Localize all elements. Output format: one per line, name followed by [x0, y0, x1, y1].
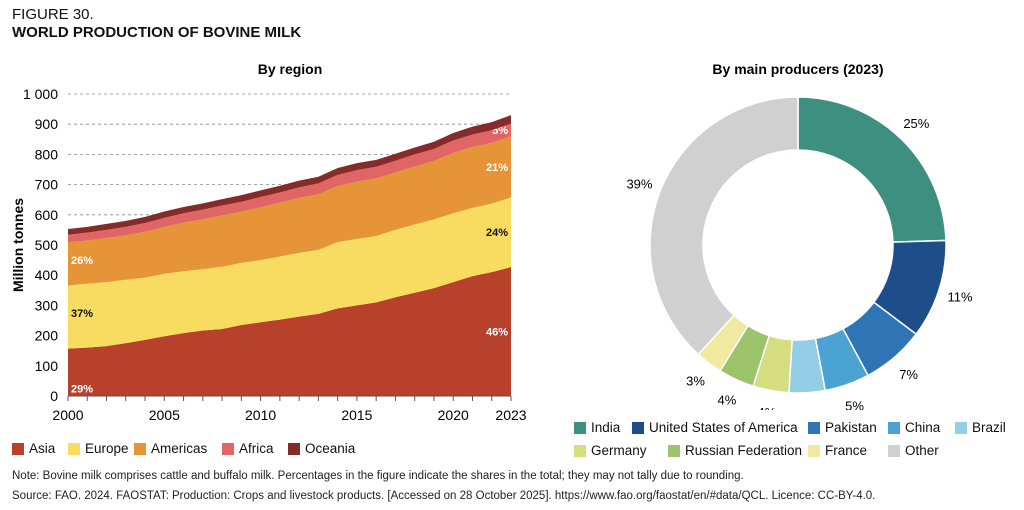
y-tick-label: 1 000 — [23, 86, 58, 102]
legend-item-russian-federation: Russian Federation — [668, 443, 802, 458]
slice-label: 3% — [686, 374, 705, 389]
legend-item-europe: Europe — [68, 441, 129, 456]
legend-item-china: China — [888, 420, 940, 435]
legend-label: Africa — [239, 441, 274, 456]
legend-swatch — [222, 442, 234, 455]
x-tick-label: 2005 — [149, 407, 180, 423]
slice-label: 5% — [845, 398, 864, 410]
slice-label: 4% — [757, 405, 776, 410]
y-tick-label: 900 — [35, 116, 59, 132]
slice-label: 7% — [899, 367, 918, 382]
y-axis-label: Million tonnes — [10, 198, 26, 292]
slice-label: 39% — [626, 177, 652, 192]
slice-other — [649, 96, 799, 356]
legend-label: Asia — [29, 441, 56, 456]
legend-item-oceania: Oceania — [288, 441, 355, 456]
legend-label: Pakistan — [825, 420, 877, 435]
legend-item-france: France — [808, 443, 867, 458]
slice-label: 4% — [718, 392, 737, 407]
y-tick-label: 600 — [35, 207, 59, 223]
figure-number: FIGURE 30. — [12, 6, 94, 23]
legend-label: Europe — [85, 441, 129, 456]
note: Note: Bovine milk comprises cattle and b… — [12, 470, 744, 482]
legend-label: India — [591, 420, 621, 435]
legend-swatch — [888, 444, 900, 457]
x-tick-label: 2020 — [438, 407, 469, 423]
area-title: By region — [258, 61, 323, 77]
area-chart: By region 0 100 200 300 400 500 600 700 800 900 1 0… — [10, 61, 527, 423]
y-tick-label: 200 — [35, 328, 59, 344]
legend-label: United States of America — [649, 420, 798, 435]
y-tick-label: 800 — [35, 146, 59, 162]
slice-label: 4% — [799, 408, 818, 410]
legend-label: Russian Federation — [685, 443, 803, 458]
legend-swatch — [574, 421, 586, 434]
legend-swatch — [12, 442, 24, 455]
slice-label: 25% — [903, 116, 929, 131]
legend-label: Other — [905, 443, 939, 458]
legend-swatch — [632, 421, 644, 434]
share-label: 29% — [71, 383, 93, 395]
legend-swatch — [574, 444, 586, 457]
legend-label: Oceania — [305, 441, 356, 456]
x-tick-label: 2023 — [495, 407, 526, 423]
y-tick-label: 300 — [35, 297, 59, 313]
y-tick-label: 400 — [35, 267, 59, 283]
donut-title: By main producers (2023) — [712, 61, 883, 77]
share-label: 26% — [71, 255, 93, 267]
slice-label: 11% — [947, 290, 972, 305]
legend-item-brazil: Brazil — [955, 420, 1006, 435]
legend-swatch — [888, 421, 900, 434]
figure-title: WORLD PRODUCTION OF BOVINE MILK — [12, 24, 302, 41]
legend-item-americas: Americas — [134, 441, 207, 456]
legend-swatch — [955, 421, 967, 434]
y-tick-label: 500 — [35, 237, 59, 253]
y-tick-label: 100 — [35, 358, 59, 374]
legend-item-pakistan: Pakistan — [808, 420, 877, 435]
area-africa — [68, 123, 511, 243]
x-tick-label: 2000 — [52, 407, 83, 423]
donut-chart: By main producers (2023) 25% 11% 7% 5% 4% 4% 4%… — [626, 61, 972, 410]
y-tick-label: 0 — [50, 388, 58, 404]
y-tick-label: 700 — [35, 177, 59, 193]
legend-label: Brazil — [972, 420, 1006, 435]
legend-label: Americas — [151, 441, 208, 456]
legend-swatch — [288, 442, 300, 455]
share-label: 37% — [71, 308, 93, 320]
legend-label: France — [825, 443, 868, 458]
share-label: 24% — [486, 227, 508, 239]
share-label: 21% — [486, 162, 508, 174]
x-tick-label: 2010 — [245, 407, 276, 423]
area-europe — [68, 197, 511, 349]
legend-swatch — [68, 442, 80, 455]
x-tick-label: 2015 — [341, 407, 372, 423]
legend-swatch — [668, 444, 680, 457]
legend-swatch — [808, 421, 820, 434]
legend-item-united-states-of-america: United States of America — [632, 420, 798, 435]
source: Source: FAO. 2024. FAOSTAT: Production: … — [12, 490, 876, 502]
area-asia — [68, 267, 511, 396]
legend-swatch — [808, 444, 820, 457]
legend-item-africa: Africa — [222, 441, 274, 456]
legend-item-other: Other — [888, 443, 939, 458]
legend-label: Germany — [591, 443, 647, 458]
legend-item-asia: Asia — [12, 441, 55, 456]
legend-swatch — [134, 442, 146, 455]
share-label: 46% — [486, 327, 508, 339]
legend-label: China — [905, 420, 941, 435]
legend-item-india: India — [574, 420, 620, 435]
legend-item-germany: Germany — [574, 443, 647, 458]
area-americas — [68, 136, 511, 286]
